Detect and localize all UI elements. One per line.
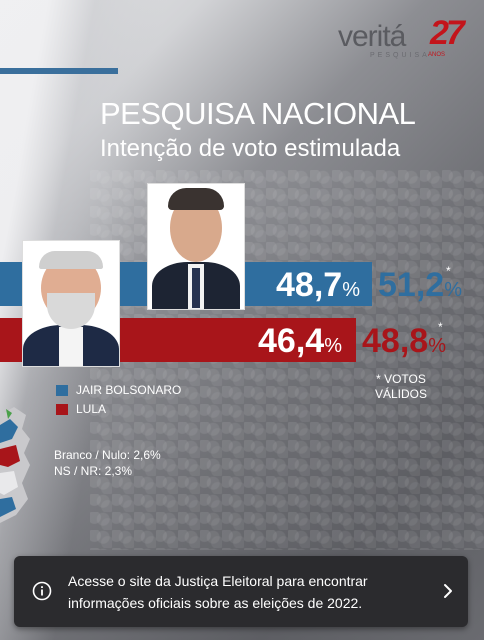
hair-shape: [168, 188, 224, 210]
percent-sign: %: [444, 279, 462, 301]
brand-anniversary: 27: [430, 14, 465, 52]
shirt-shape: [59, 327, 83, 366]
bolsonaro-valid-value: 51,2: [378, 266, 445, 304]
lula-valid-percentage: 48,8%: [362, 322, 446, 361]
percent-sign: %: [342, 279, 360, 301]
chevron-right-icon[interactable]: [438, 581, 458, 601]
legend-lula: LULA: [56, 402, 106, 416]
hair-shape: [39, 251, 103, 269]
lula-valid-value: 48,8: [362, 322, 429, 360]
bolsonaro-valid-percentage: 51,2%: [378, 266, 462, 305]
bolsonaro-percentage: 48,7%: [276, 266, 360, 305]
brand-logo: veritá PESQUISA 27 ANOS: [338, 14, 472, 64]
election-info-toast[interactable]: Acesse o site da Justiça Eleitoral para …: [14, 556, 468, 627]
percent-sign: %: [428, 335, 446, 357]
asterisk: *: [446, 264, 451, 278]
brand-sub: PESQUISA: [370, 52, 430, 59]
brand-name: veritá: [338, 20, 406, 53]
lula-percentage: 46,4%: [258, 322, 342, 361]
toast-message: Acesse o site da Justiça Eleitoral para …: [68, 573, 368, 611]
branco-nulo-stat: Branco / Nulo: 2,6%: [54, 448, 161, 462]
legend-swatch: [56, 403, 68, 415]
info-icon: [32, 581, 52, 601]
legend-swatch: [56, 384, 68, 396]
legend-label: JAIR BOLSONARO: [76, 383, 182, 397]
ns-nr-stat: NS / NR: 2,3%: [54, 464, 133, 478]
map-decoration: [0, 407, 30, 523]
bolsonaro-pct-value: 48,7: [276, 266, 343, 304]
asterisk: *: [438, 320, 443, 334]
legend-bolsonaro: JAIR BOLSONARO: [56, 383, 181, 397]
votos-validos-note: * VOTOS VÁLIDOS: [374, 372, 428, 401]
lula-pct-value: 46,4: [258, 322, 325, 360]
page-title: PESQUISA NACIONAL: [100, 96, 416, 131]
accent-line: [0, 68, 118, 74]
bolsonaro-photo: [147, 183, 245, 310]
lula-photo: [22, 240, 120, 367]
beard-shape: [47, 293, 95, 329]
legend-label: LULA: [76, 402, 107, 416]
brand-anos: ANOS: [428, 52, 446, 58]
page-subtitle: Intenção de voto estimulada: [100, 135, 401, 162]
percent-sign: %: [324, 335, 342, 357]
tie-shape: [192, 268, 200, 308]
